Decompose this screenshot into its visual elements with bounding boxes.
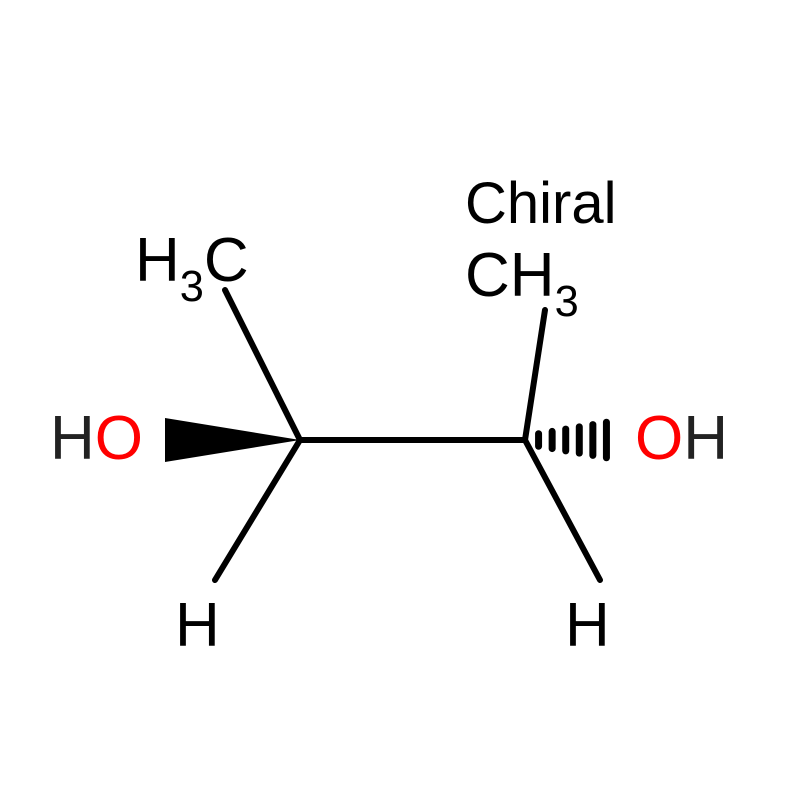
methyl-left-label: H3C [135, 230, 249, 303]
chemistry-diagram: Chiral H3C CH3 H H HO OH [0, 0, 800, 800]
hydroxyl-right-label: OH [635, 408, 728, 470]
hydroxyl-left-o: O [95, 404, 143, 473]
methyl-right-pre: CH [465, 241, 555, 310]
methyl-left-pre: H [135, 226, 180, 295]
hydroxyl-right-h: H [683, 404, 728, 473]
hydrogen-left-label: H [175, 595, 220, 657]
methyl-right-label: CH3 [465, 245, 579, 318]
hydroxyl-left-h: H [50, 404, 95, 473]
hydrogen-right-label: H [565, 595, 610, 657]
hydroxyl-left-label: HO [50, 408, 143, 470]
methyl-left-post: C [204, 226, 249, 295]
methyl-right-sub: 3 [555, 278, 579, 326]
bonds-svg [0, 0, 800, 800]
methyl-left-sub: 3 [180, 263, 204, 311]
chiral-label: Chiral [465, 175, 617, 233]
hydroxyl-right-o: O [635, 404, 683, 473]
